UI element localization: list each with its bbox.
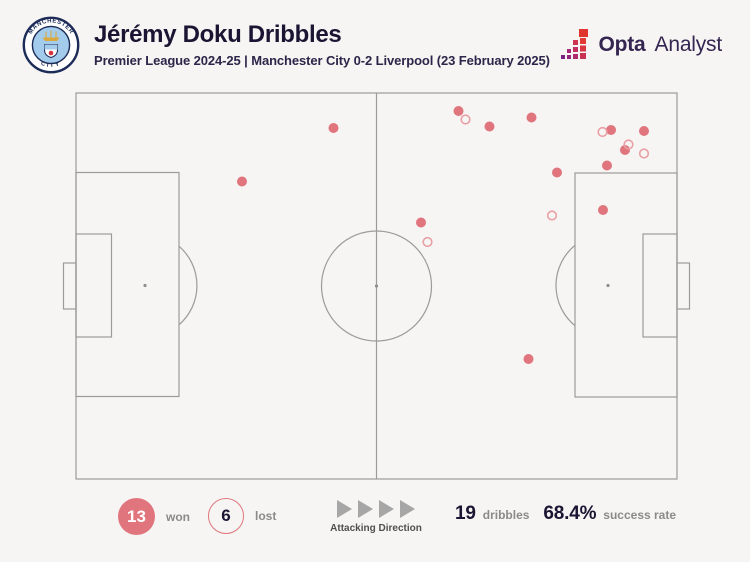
success-rate-value: 68.4% — [543, 503, 597, 524]
penalty-spot-left — [143, 283, 147, 288]
attacking-direction-arrows — [330, 500, 422, 518]
dribbles-count: 19 — [455, 503, 476, 524]
dribble-lost-dot — [422, 236, 433, 248]
dribble-lost-dot — [623, 139, 634, 150]
penalty-area-left — [75, 171, 180, 398]
legend-stats: 19 dribbles 68.4% success rate — [455, 503, 676, 525]
centre-circle — [320, 230, 433, 342]
analyst-logo-word: Analyst — [654, 33, 723, 56]
centre-spot — [374, 284, 379, 288]
dribble-won-dot — [620, 145, 630, 155]
title-block: Jérémy Doku Dribbles Premier League 2024… — [94, 22, 550, 67]
dribble-won-dot — [526, 112, 537, 123]
opta-squares-icon — [561, 29, 589, 59]
six-yard-box-right — [642, 233, 678, 338]
dribbles-label: dribbles — [482, 508, 530, 522]
lost-label: lost — [255, 509, 277, 523]
right-arrow-icon — [400, 500, 415, 518]
manchester-city-crest-icon: MANCHESTER CITY — [22, 16, 80, 74]
dribble-won-dot — [639, 126, 649, 136]
red-rose-icon — [48, 50, 54, 56]
right-arrow-icon — [358, 500, 373, 518]
page-subtitle: Premier League 2024-25 | Manchester City… — [94, 52, 550, 68]
won-count-badge: 13 — [118, 498, 155, 535]
dribble-lost-dot — [546, 210, 558, 221]
penalty-arc-right — [555, 244, 576, 327]
crest-shield-icon — [44, 44, 58, 59]
golden-ship-icon — [42, 30, 60, 41]
legend-lost: 6 lost — [208, 498, 276, 534]
svg-text:CITY: CITY — [40, 61, 62, 69]
right-arrow-icon — [379, 500, 394, 518]
six-yard-box-left — [75, 233, 113, 338]
dribble-won-dot — [484, 121, 495, 132]
penalty-area-right — [574, 172, 678, 398]
opta-analyst-logo: Opta Analyst — [561, 29, 722, 61]
dribble-won-dot — [453, 106, 464, 116]
dribble-won-dot — [523, 354, 534, 364]
page-title: Jérémy Doku Dribbles — [94, 21, 342, 49]
won-label: won — [166, 509, 190, 524]
dribble-lost-dot — [597, 126, 608, 138]
header: MANCHESTER CITY Jérémy Doku Dribbles Pre… — [22, 12, 722, 78]
penalty-arc-left — [178, 245, 198, 326]
attacking-direction: Attacking Direction — [330, 500, 422, 534]
attacking-direction-label: Attacking Direction — [330, 523, 422, 534]
dribble-dots — [237, 106, 650, 364]
dribble-won-dot — [328, 123, 339, 133]
dribble-won-dot — [237, 176, 247, 187]
dribble-won-dot — [602, 160, 612, 171]
pitch-markings — [62, 92, 691, 480]
right-arrow-icon — [337, 500, 352, 518]
crest-bottom-text: CITY — [40, 61, 60, 69]
dribble-lost-dot — [460, 114, 471, 125]
dribble-won-dot — [416, 217, 426, 228]
goal-right — [676, 262, 691, 310]
dribble-won-dot — [598, 205, 608, 215]
lost-count-badge: 6 — [208, 498, 244, 534]
goal-left — [62, 262, 77, 310]
legend-won: 13 won — [118, 498, 190, 535]
dribble-lost-dot — [638, 148, 650, 159]
penalty-spot-right — [606, 283, 610, 288]
dribble-won-dot — [552, 167, 562, 178]
opta-logo-word: Opta — [598, 33, 646, 56]
dribble-won-dot — [606, 125, 616, 135]
success-rate-label: success rate — [603, 508, 677, 522]
